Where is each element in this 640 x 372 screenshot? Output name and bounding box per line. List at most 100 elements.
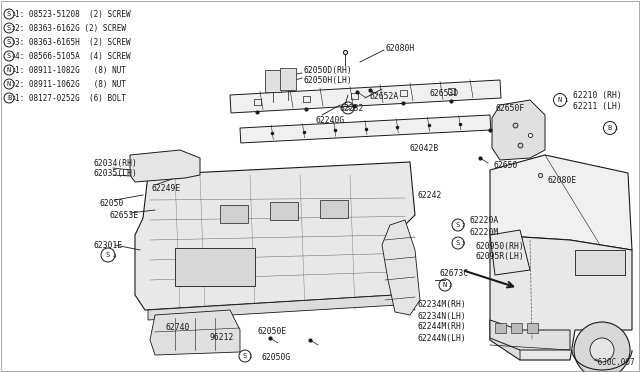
Text: 2: 2 [351, 106, 355, 111]
Text: 62210 (RH): 62210 (RH) [573, 90, 621, 99]
Polygon shape [492, 100, 545, 160]
Text: 62232: 62232 [340, 103, 364, 112]
Bar [351, 93, 358, 99]
Bar [449, 88, 456, 94]
Text: 62234M(RH): 62234M(RH) [418, 301, 467, 310]
Text: 620950(RH): 620950(RH) [476, 241, 525, 250]
Polygon shape [490, 155, 632, 250]
Text: S: S [456, 222, 460, 228]
Text: 1: 1 [614, 126, 617, 131]
Bar [527, 323, 538, 333]
Bar [280, 68, 296, 90]
Text: 62050G: 62050G [261, 353, 291, 362]
Polygon shape [230, 80, 501, 113]
Text: 3: 3 [12, 39, 15, 45]
Text: S: S [7, 25, 11, 31]
Text: B: B [7, 95, 11, 101]
Bar [265, 70, 281, 92]
Text: 62653E: 62653E [110, 211, 140, 219]
Text: S: S [106, 252, 110, 258]
Text: 1: 1 [564, 98, 567, 103]
Text: 62211 (LH): 62211 (LH) [573, 102, 621, 110]
Text: 62249E: 62249E [152, 183, 181, 192]
Polygon shape [240, 115, 491, 143]
Text: 62050E: 62050E [258, 327, 287, 337]
Text: 62080H: 62080H [386, 44, 415, 52]
Text: 2: 08363-6162G (2) SCREW: 2: 08363-6162G (2) SCREW [15, 23, 126, 32]
Text: 62080E: 62080E [548, 176, 577, 185]
Text: 62650F: 62650F [495, 103, 524, 112]
Circle shape [574, 322, 630, 372]
Text: 62050H(LH): 62050H(LH) [304, 76, 353, 84]
Text: 1: 08127-0252G  (6) BOLT: 1: 08127-0252G (6) BOLT [15, 93, 126, 103]
Text: 2: 2 [449, 283, 452, 288]
Text: 1: 1 [12, 67, 15, 73]
Text: 3: 3 [461, 241, 465, 246]
Text: 62042B: 62042B [410, 144, 439, 153]
Text: ^630C.007: ^630C.007 [593, 358, 635, 367]
Text: 62240G: 62240G [316, 115, 345, 125]
Polygon shape [135, 162, 415, 310]
Bar [575, 250, 625, 275]
Text: S: S [7, 39, 11, 45]
Text: N: N [7, 81, 11, 87]
Text: 2: 2 [12, 26, 15, 31]
Text: 62652A: 62652A [370, 92, 399, 100]
Text: 62220A: 62220A [470, 215, 499, 224]
Text: 62095R(LH): 62095R(LH) [476, 253, 525, 262]
Text: 1: 08523-51208  (2) SCREW: 1: 08523-51208 (2) SCREW [15, 10, 131, 19]
Text: 62673C: 62673C [440, 269, 469, 278]
Text: 62220M: 62220M [470, 228, 499, 237]
Text: S: S [456, 240, 460, 246]
Text: 1: 1 [248, 354, 252, 359]
Polygon shape [490, 235, 632, 360]
Text: 62035(LH): 62035(LH) [94, 169, 138, 177]
Text: S: S [7, 11, 11, 17]
Bar [400, 90, 407, 96]
Bar [270, 202, 298, 220]
Text: 1: 08911-1082G   (8) NUT: 1: 08911-1082G (8) NUT [15, 65, 126, 74]
Bar [320, 200, 348, 218]
Bar [511, 323, 522, 333]
Text: 62650: 62650 [493, 160, 517, 170]
Text: N: N [558, 97, 562, 103]
Text: 62050: 62050 [100, 199, 124, 208]
Text: 4: 08566-5105A  (4) SCREW: 4: 08566-5105A (4) SCREW [15, 51, 131, 61]
Text: 62653D: 62653D [430, 89, 460, 97]
Text: S: S [7, 53, 11, 59]
Polygon shape [130, 150, 200, 182]
Polygon shape [490, 320, 570, 350]
Polygon shape [490, 230, 530, 275]
Text: 2: 08911-1062G   (8) NUT: 2: 08911-1062G (8) NUT [15, 80, 126, 89]
Text: 62234N(LH): 62234N(LH) [418, 311, 467, 321]
Text: 3: 08363-6165H  (2) SCREW: 3: 08363-6165H (2) SCREW [15, 38, 131, 46]
Text: 4: 4 [12, 54, 15, 58]
Text: N: N [443, 282, 447, 288]
Text: 2: 2 [461, 223, 465, 228]
Bar [175, 248, 255, 286]
Text: S: S [346, 105, 350, 111]
Bar [254, 99, 261, 105]
Text: 62244N(LH): 62244N(LH) [418, 334, 467, 343]
Text: S: S [243, 353, 247, 359]
Text: 62301E: 62301E [93, 241, 122, 250]
Bar [303, 96, 310, 102]
Circle shape [590, 338, 614, 362]
Text: 62034(RH): 62034(RH) [94, 158, 138, 167]
Text: 96212: 96212 [210, 334, 234, 343]
Polygon shape [490, 338, 520, 360]
Text: N: N [7, 67, 11, 73]
Text: 62244M(RH): 62244M(RH) [418, 323, 467, 331]
Text: 62740: 62740 [165, 324, 189, 333]
Text: 62242: 62242 [418, 190, 442, 199]
Polygon shape [382, 220, 420, 315]
Bar [220, 205, 248, 223]
Polygon shape [148, 295, 398, 320]
Text: B: B [608, 125, 612, 131]
Polygon shape [150, 310, 240, 355]
Text: 2: 2 [12, 81, 15, 87]
Text: 62050D(RH): 62050D(RH) [304, 65, 353, 74]
Text: 4: 4 [112, 253, 115, 259]
Text: 1: 1 [12, 12, 15, 16]
Text: 1: 1 [12, 96, 15, 100]
